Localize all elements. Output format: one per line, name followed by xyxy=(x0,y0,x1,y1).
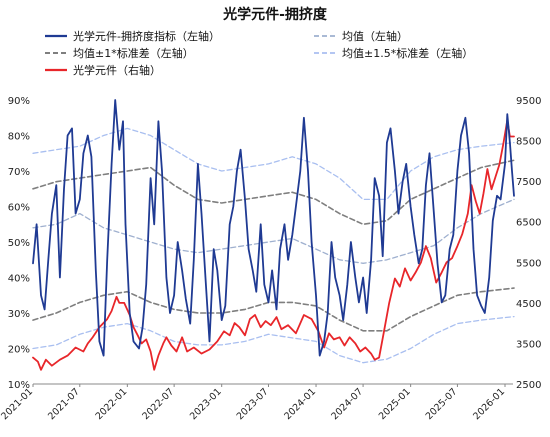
series-line-band15-4 xyxy=(32,127,515,201)
x-tick-label: 2021-07 xyxy=(46,386,82,422)
right-tick-label: 8500 xyxy=(516,137,541,148)
legend-label-index: 光学元件（右轴） xyxy=(73,63,161,77)
right-axis: 2500 3500 4500 5500 6500 7500 8500 9500 xyxy=(516,96,541,391)
right-tick-label: 9500 xyxy=(516,96,541,107)
left-tick-label: 60% xyxy=(8,203,30,214)
x-tick-label: 2022-07 xyxy=(140,386,176,422)
right-tick-label: 3500 xyxy=(516,339,541,350)
left-tick-label: 30% xyxy=(8,309,30,320)
x-tick-label: 2024-07 xyxy=(329,386,365,422)
right-tick-label: 4500 xyxy=(516,299,541,310)
left-tick-label: 10% xyxy=(8,380,30,391)
legend-item-mean: 均值（左轴） xyxy=(314,29,408,43)
legend-item-band15: 均值±1.5*标准差（左轴） xyxy=(314,46,473,60)
right-tick-label: 6500 xyxy=(516,218,541,229)
legend-label-crowding: 光学元件-拥挤度指标（左轴） xyxy=(73,29,220,43)
right-tick-label: 7500 xyxy=(516,177,541,188)
x-tick-label: 2023-01 xyxy=(188,386,224,422)
left-tick-label: 50% xyxy=(8,238,30,249)
left-tick-label: 40% xyxy=(8,274,30,285)
x-axis: 2021-01 2021-07 2022-01 2022-07 2023-01 2023-… xyxy=(0,384,507,422)
left-tick-label: 20% xyxy=(8,345,30,356)
x-tick-label: 2023-07 xyxy=(235,386,271,422)
legend-label-mean: 均值（左轴） xyxy=(342,29,408,43)
series-line-mean-1 xyxy=(32,198,515,264)
legend-label-band15: 均值±1.5*标准差（左轴） xyxy=(342,46,473,60)
x-tick-label: 2022-01 xyxy=(94,386,130,422)
left-tick-label: 90% xyxy=(8,96,30,107)
chart-title: 光学元件-拥挤度 xyxy=(222,6,328,23)
x-tick-label: 2025-07 xyxy=(424,386,460,422)
series-line-band1-2 xyxy=(32,159,515,226)
series-layer xyxy=(32,99,515,371)
x-tick-label: 2024-01 xyxy=(282,386,318,422)
right-tick-label: 2500 xyxy=(516,380,541,391)
left-tick-label: 80% xyxy=(8,132,30,143)
x-tick-label: 2021-01 xyxy=(0,386,35,422)
series-line-index-6 xyxy=(32,119,515,371)
legend-item-index: 光学元件（右轴） xyxy=(45,63,161,77)
series-line-band15-5 xyxy=(32,315,515,364)
legend-label-band1: 均值±1*标准差（左轴） xyxy=(73,46,194,60)
x-tick-label: 2025-01 xyxy=(377,386,413,422)
legend-item-crowding: 光学元件-拥挤度指标（左轴） xyxy=(45,29,220,43)
left-axis: 10% 20% 30% 40% 50% 60% 70% 80% 90% xyxy=(8,96,30,391)
legend-item-band1: 均值±1*标准差（左轴） xyxy=(45,46,194,60)
x-tick-label: 2026-01 xyxy=(471,386,507,422)
right-tick-label: 5500 xyxy=(516,258,541,269)
left-tick-label: 70% xyxy=(8,167,30,178)
series-line-crowding-0 xyxy=(32,99,515,357)
legend: 光学元件-拥挤度指标（左轴） 均值（左轴） 均值±1*标准差（左轴） 均值±1.5*标… xyxy=(45,29,473,77)
